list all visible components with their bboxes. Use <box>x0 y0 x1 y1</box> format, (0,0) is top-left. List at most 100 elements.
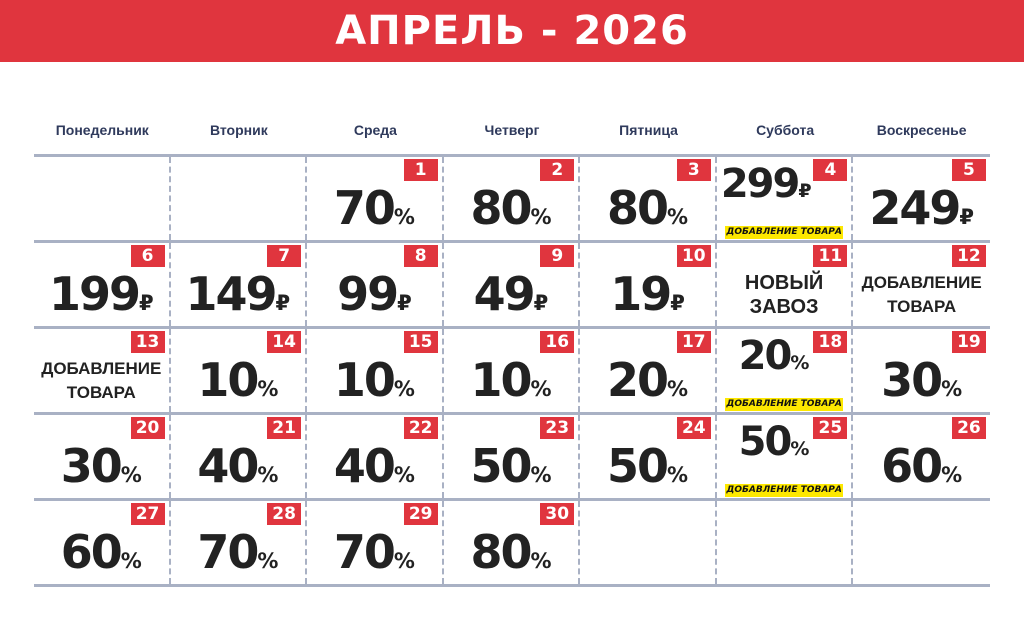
day-cell: 15 10% <box>307 329 444 412</box>
promo-amount: 10 <box>333 353 396 407</box>
promo-value: 50% <box>721 419 810 472</box>
promo-amount: 50 <box>470 439 532 493</box>
promo-unit: % <box>667 205 689 229</box>
calendar-week-row: 13 ДОБАВЛЕНИЕ ТОВАРА 14 10% 15 10% 16 10% 17 20% 18… <box>34 326 990 412</box>
day-cell: 12 ДОБАВЛЕНИЕ ТОВАРА <box>853 243 990 326</box>
day-cell: 28 70% <box>171 501 308 584</box>
promo-unit: % <box>941 377 963 401</box>
day-number-badge: 12 <box>951 245 986 267</box>
promo-unit: % <box>120 549 142 573</box>
promo-amount: 50 <box>607 439 669 493</box>
promo-value: 149₽ <box>171 269 306 328</box>
day-cell: 19 30% <box>853 329 990 412</box>
promo-unit: % <box>393 205 415 229</box>
day-number-badge: 10 <box>676 245 711 267</box>
promo-value: 70% <box>171 527 306 586</box>
weekday-thursday: Четверг <box>484 122 540 138</box>
restock-label: ДОБАВЛЕНИЕ ТОВАРА <box>724 484 844 497</box>
promo-value: 249₽ <box>853 183 990 242</box>
promo-value: 10% <box>444 355 579 414</box>
day-number-badge: 26 <box>951 417 986 439</box>
day-cell: 20 30% <box>34 415 171 498</box>
promo-value: 299₽ <box>721 161 812 214</box>
day-cell: 18 20% ДОБАВЛЕНИЕ ТОВАРА <box>717 329 854 412</box>
calendar-header: АПРЕЛЬ - 2026 <box>0 0 1024 62</box>
promo-unit: ₽ <box>959 205 974 229</box>
promo-value: 30% <box>34 441 169 500</box>
promo-amount: 20 <box>738 333 793 379</box>
promo-unit: % <box>120 463 142 487</box>
day-cell: 24 50% <box>580 415 717 498</box>
promo-unit: % <box>530 463 552 487</box>
promo-unit: ₽ <box>670 291 685 315</box>
day-cell: 14 10% <box>171 329 308 412</box>
day-number-badge: 17 <box>676 331 711 353</box>
empty-cell <box>717 501 854 584</box>
promo-value: 99₽ <box>307 269 442 328</box>
promo-value: 60% <box>34 527 169 586</box>
day-cell: 21 40% <box>171 415 308 498</box>
promo-text-line: ТОВАРА <box>887 297 957 316</box>
promo-amount: 60 <box>881 439 943 493</box>
weekday-sunday: Воскресенье <box>876 122 967 138</box>
promo-amount: 10 <box>470 353 532 407</box>
day-number-badge: 2 <box>540 159 575 181</box>
calendar-week-row: 6 199₽ 7 149₽ 8 99₽ 9 49₽ 10 19₽ 11 НОВЫЙ ЗАВОЗ 12 ДОБ… <box>34 240 990 326</box>
promo-text: ДОБАВЛЕНИЕ ТОВАРА <box>853 271 990 319</box>
promo-value: 49₽ <box>444 269 579 328</box>
day-cell: 26 60% <box>853 415 990 498</box>
day-cell: 23 50% <box>444 415 581 498</box>
promo-amount: 99 <box>337 267 399 321</box>
promo-amount: 70 <box>333 181 396 235</box>
promo-amount: 80 <box>470 181 532 235</box>
day-cell: 9 49₽ <box>444 243 581 326</box>
promo-amount: 70 <box>333 525 396 579</box>
promo-unit: % <box>257 377 279 401</box>
day-cell: 5 249₽ <box>853 157 990 240</box>
promo-unit: % <box>667 377 689 401</box>
promo-unit: % <box>393 463 415 487</box>
day-cell: 3 80% <box>580 157 717 240</box>
day-cell: 7 149₽ <box>171 243 308 326</box>
promo-amount: 70 <box>197 525 259 579</box>
calendar-title: АПРЕЛЬ - 2026 <box>335 8 689 54</box>
weekday-labels: Понедельник Вторник Среда Четверг Пятниц… <box>34 122 990 138</box>
day-number-badge: 16 <box>540 331 575 353</box>
promo-amount: 10 <box>197 353 259 407</box>
promo-text-line: ТОВАРА <box>66 383 136 402</box>
day-cell: 10 19₽ <box>580 243 717 326</box>
day-number-badge: 22 <box>403 417 438 439</box>
promo-text: НОВЫЙ ЗАВОЗ <box>717 271 852 319</box>
promo-unit: ₽ <box>275 291 291 315</box>
day-cell: 27 60% <box>34 501 171 584</box>
promo-amount: 199 <box>48 267 141 321</box>
day-cell: 13 ДОБАВЛЕНИЕ ТОВАРА <box>34 329 171 412</box>
promo-unit: ₽ <box>138 291 154 315</box>
promo-value: 20% <box>580 355 715 414</box>
promo-unit: ₽ <box>798 180 812 202</box>
day-number-badge: 18 <box>813 331 848 353</box>
day-number-badge: 20 <box>130 417 165 439</box>
day-cell: 25 50% ДОБАВЛЕНИЕ ТОВАРА <box>717 415 854 498</box>
promo-value: 199₽ <box>34 269 169 328</box>
promo-unit: % <box>667 463 689 487</box>
calendar-week-row: 27 60% 28 70% 29 70% 30 80% <box>34 498 990 587</box>
promo-unit: % <box>530 549 552 573</box>
day-cell: 29 70% <box>307 501 444 584</box>
day-number-badge: 8 <box>403 245 438 267</box>
promo-unit: ₽ <box>533 291 549 315</box>
promo-unit: % <box>530 377 552 401</box>
promo-value: 50% <box>444 441 579 500</box>
day-number-badge: 21 <box>267 417 302 439</box>
day-number-badge: 15 <box>403 331 438 353</box>
promo-amount: 80 <box>607 181 669 235</box>
promo-value: 70% <box>307 183 442 242</box>
empty-cell <box>171 157 308 240</box>
promo-unit: % <box>393 377 415 401</box>
day-cell: 1 70% <box>307 157 444 240</box>
promo-amount: 249 <box>869 181 961 235</box>
promo-unit: % <box>790 438 810 460</box>
day-number-badge: 3 <box>676 159 711 181</box>
empty-cell <box>853 501 990 584</box>
day-number-badge: 27 <box>130 503 165 525</box>
